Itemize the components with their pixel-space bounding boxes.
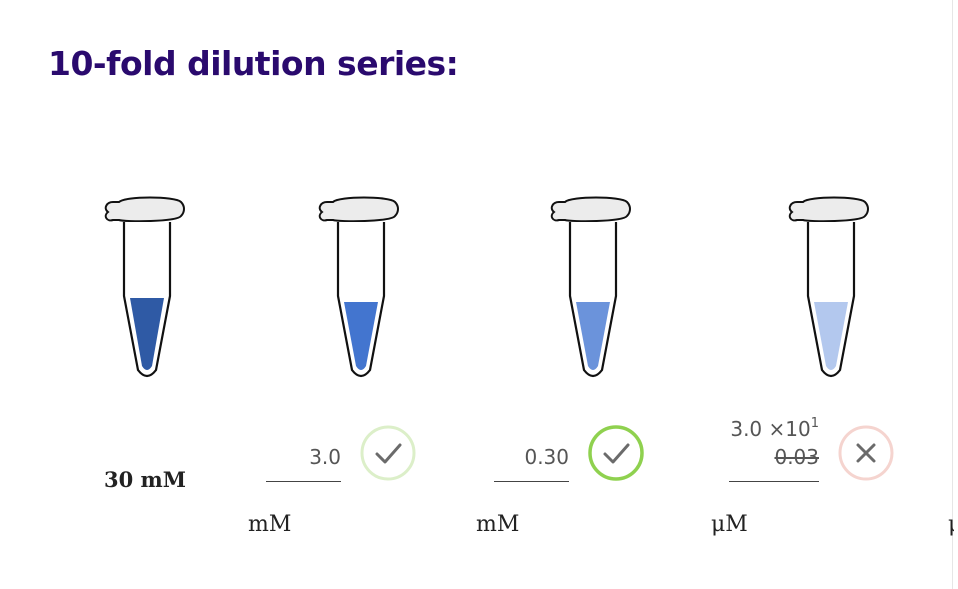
answer-hint: 3.0 ×101	[730, 416, 819, 441]
tube-3	[543, 188, 643, 388]
correct-status-1	[359, 424, 417, 482]
incorrect-status-3	[837, 424, 895, 482]
tube-4	[781, 188, 881, 388]
tube-liquid	[130, 298, 164, 370]
answer-field-2[interactable]: 0.30	[494, 441, 569, 482]
answer-field-1[interactable]: 3.0	[266, 441, 341, 482]
page-title: 10-fold dilution series:	[48, 44, 459, 83]
x-icon	[856, 443, 876, 463]
starting-concentration: 30 mM	[104, 467, 187, 492]
tube-1	[97, 188, 197, 388]
panel-edge	[952, 0, 953, 589]
tube-2	[311, 188, 411, 388]
correct-status-2	[587, 424, 645, 482]
unit-label-4: μ	[948, 512, 954, 537]
unit-label-3: μM	[711, 512, 748, 537]
unit-label-2: mM	[476, 512, 520, 537]
answer-value: 3.0	[309, 445, 341, 469]
checkmark-icon	[603, 443, 630, 464]
answer-field-3[interactable]: 3.0 ×101 0.03	[729, 417, 819, 482]
answer-value: 0.03	[774, 445, 819, 469]
answer-value: 0.30	[524, 445, 569, 469]
tube-cap	[104, 196, 185, 223]
unit-label-1: mM	[248, 512, 292, 537]
checkmark-icon	[375, 443, 402, 464]
